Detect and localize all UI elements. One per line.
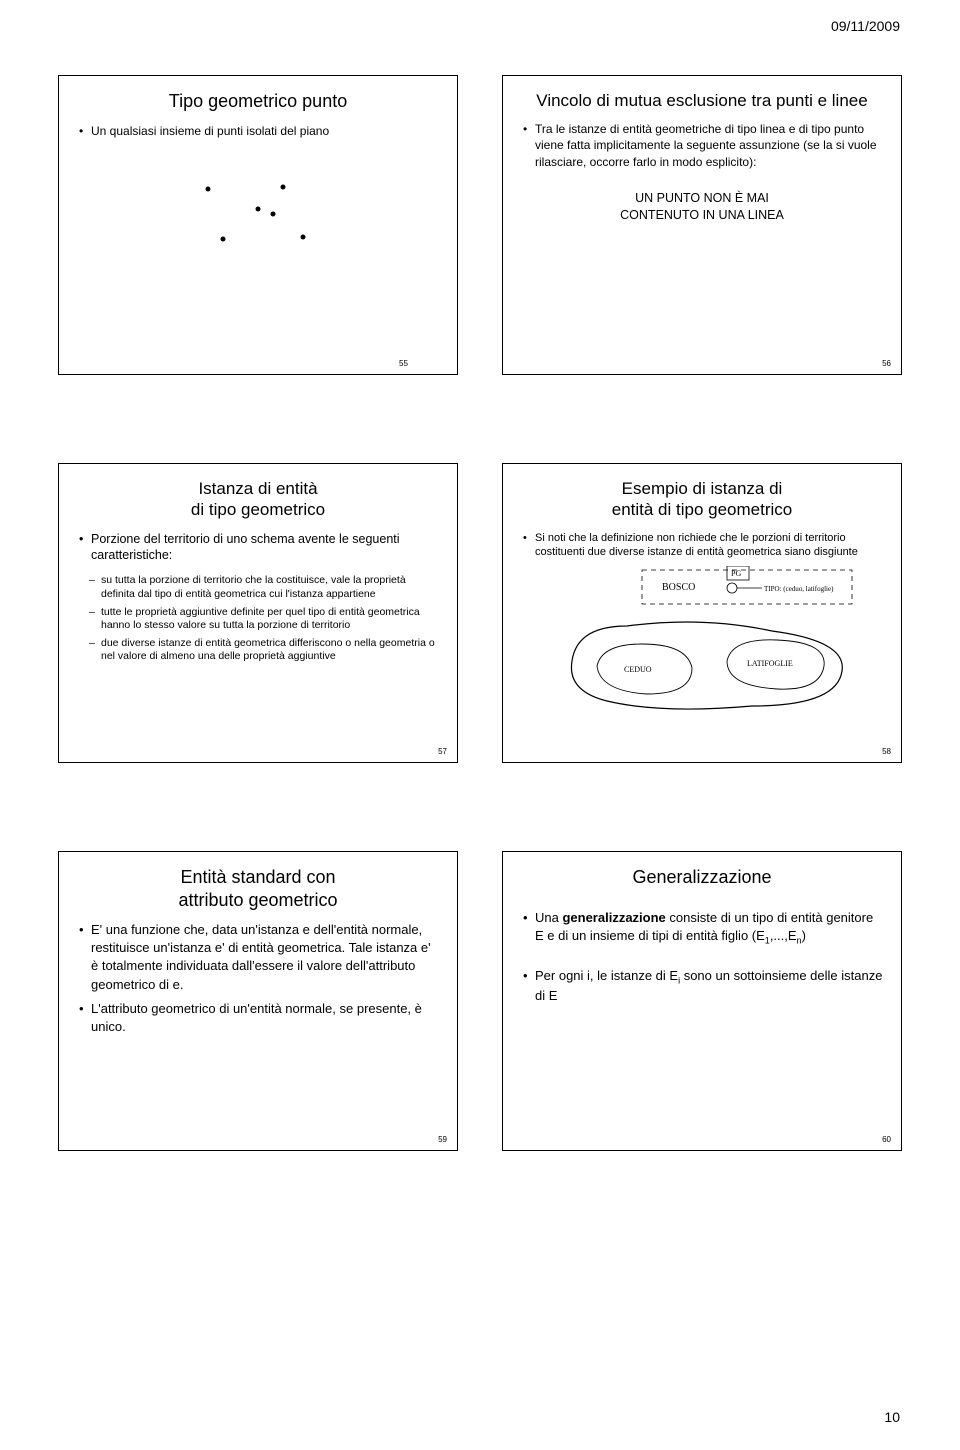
slide-56: Vincolo di mutua esclusione tra punti e … (502, 75, 902, 375)
center-line-1: UN PUNTO NON È MAI (635, 191, 769, 205)
bullet-2: Per ogni i, le istanze di Ei sono un sot… (521, 967, 883, 1005)
bullet-1: E' una funzione che, data un'istanza e d… (77, 921, 439, 994)
slide-number: 60 (882, 1135, 891, 1144)
bullet-1: Una generalizzazione consiste di un tipo… (521, 909, 883, 947)
page-number: 10 (884, 1409, 900, 1425)
tipo-label: TIPO: (ceduo, latifoglie) (764, 585, 834, 593)
slide-title: Entità standard con attributo geometrico (77, 866, 439, 911)
bosco-diagram: BOSCO PG TIPO: (ceduo, latifoglie) CEDUO… (532, 566, 872, 716)
slide-60: Generalizzazione Una generalizzazione co… (502, 851, 902, 1151)
slide-title: Tipo geometrico punto (77, 90, 439, 113)
latifoglie-label: LATIFOGLIE (747, 659, 793, 668)
sub-bullet-2: tutte le proprietà aggiuntive definite p… (77, 606, 439, 633)
slide-number: 59 (438, 1135, 447, 1144)
title-line-2: entità di tipo geometrico (612, 500, 793, 519)
bullet-text: Porzione del territorio di uno schema av… (77, 531, 439, 565)
slide-57: Istanza di entità di tipo geometrico Por… (58, 463, 458, 763)
slide-title: Esempio di istanza di entità di tipo geo… (521, 478, 883, 521)
date-header: 09/11/2009 (831, 18, 900, 34)
title-line-1: Entità standard con (180, 867, 335, 887)
sub-bullet-1: su tutta la porzione di territorio che l… (77, 574, 439, 601)
title-line-1: Istanza di entità (198, 479, 317, 498)
title-line-2: di tipo geometrico (191, 500, 325, 519)
slide-number: 55 (399, 359, 408, 368)
slide-grid: Tipo geometrico punto Un qualsiasi insie… (58, 75, 902, 1151)
slide-number: 57 (438, 747, 447, 756)
slide-number: 56 (882, 359, 891, 368)
centered-text: UN PUNTO NON È MAI CONTENUTO IN UNA LINE… (521, 190, 883, 225)
title-line-1: Esempio di istanza di (622, 479, 783, 498)
bosco-label: BOSCO (662, 582, 695, 593)
center-line-2: CONTENUTO IN UNA LINEA (620, 208, 784, 222)
slide-title: Generalizzazione (521, 866, 883, 889)
bullet-2: L'attributo geometrico di un'entità norm… (77, 1000, 439, 1036)
slide-number: 58 (882, 747, 891, 756)
slide-58: Esempio di istanza di entità di tipo geo… (502, 463, 902, 763)
slide-title: Istanza di entità di tipo geometrico (77, 478, 439, 521)
points-diagram (168, 159, 348, 269)
bullet-text: Si noti che la definizione non richiede … (521, 531, 883, 561)
ceduo-label: CEDUO (624, 665, 652, 674)
bullet-text: Tra le istanze di entità geometriche di … (521, 121, 883, 170)
sub-bullet-3: due diverse istanze di entità geometrica… (77, 637, 439, 664)
slide-title: Vincolo di mutua esclusione tra punti e … (521, 90, 883, 111)
title-line-2: attributo geometrico (178, 890, 337, 910)
slide-55: Tipo geometrico punto Un qualsiasi insie… (58, 75, 458, 375)
slide-59: Entità standard con attributo geometrico… (58, 851, 458, 1151)
bullet-text: Un qualsiasi insieme di punti isolati de… (77, 123, 439, 139)
pg-label: PG (731, 569, 741, 578)
